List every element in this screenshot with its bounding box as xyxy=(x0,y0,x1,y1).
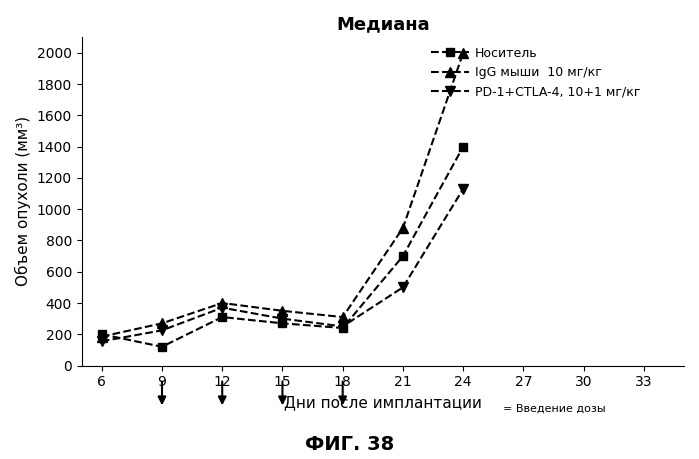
Text: ФИГ. 38: ФИГ. 38 xyxy=(305,436,394,454)
Y-axis label: Объем опухоли (мм³): Объем опухоли (мм³) xyxy=(15,117,31,286)
Title: Медиана: Медиана xyxy=(336,15,430,33)
Text: = Введение дозы: = Введение дозы xyxy=(503,403,606,413)
X-axis label: Дни после имплантации: Дни после имплантации xyxy=(284,395,482,410)
Legend: Носитель, IgG мыши  10 мг/кг, PD-1+CTLA-4, 10+1 мг/кг: Носитель, IgG мыши 10 мг/кг, PD-1+CTLA-4… xyxy=(431,47,640,98)
